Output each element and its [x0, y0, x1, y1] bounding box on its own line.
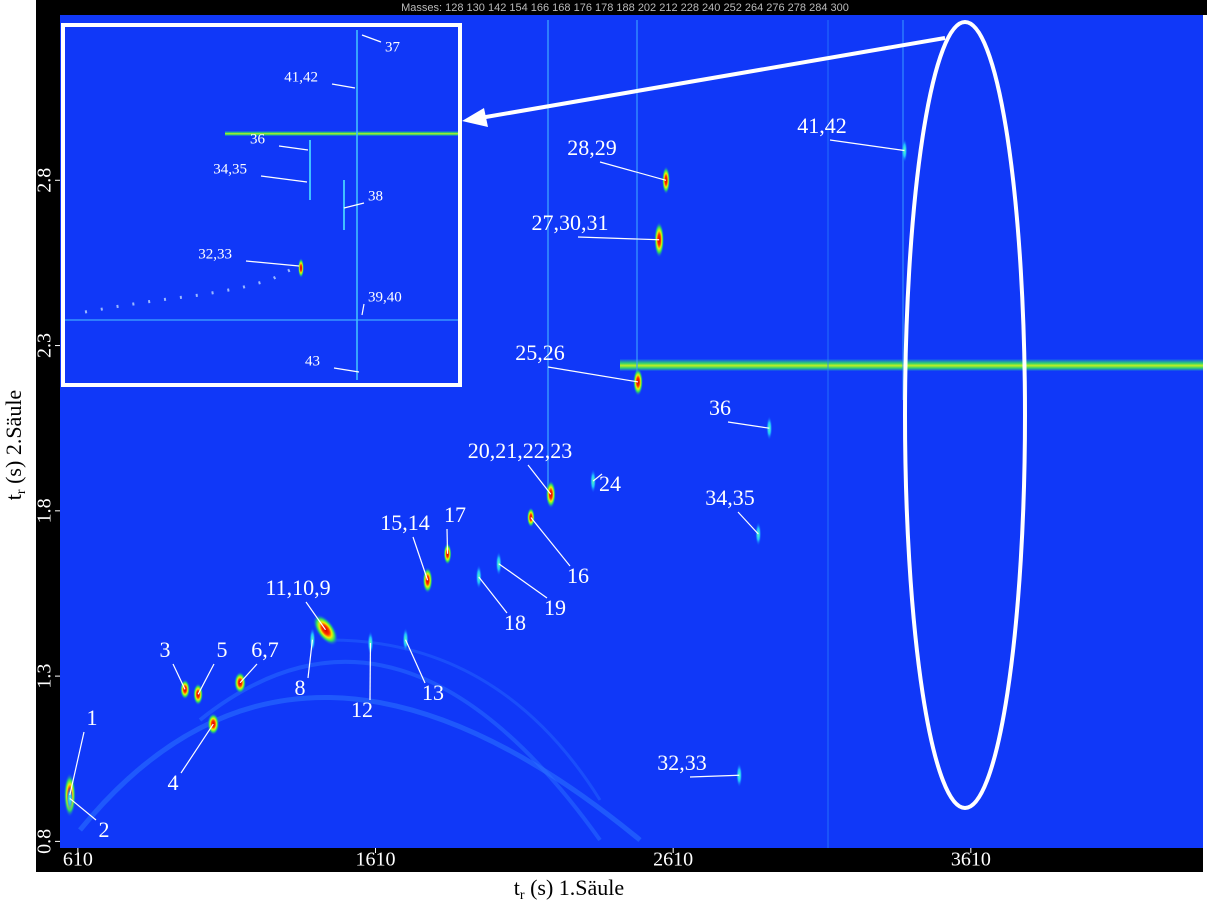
- y-label-part: (s) 2.Säule: [1, 390, 26, 490]
- inset-label: 38: [368, 188, 383, 204]
- peak-label: 18: [504, 610, 526, 635]
- peak-label: 8: [295, 675, 306, 700]
- peak-label: 5: [217, 637, 228, 662]
- peak-label: 2: [99, 817, 110, 842]
- x-label-part: (s) 1.Säule: [525, 875, 625, 900]
- inset-label: 32,33: [198, 246, 232, 262]
- inset-label: 39,40: [368, 289, 402, 305]
- x-axis-label: tr (s) 1.Säule: [514, 875, 624, 903]
- peak-label: 19: [544, 595, 566, 620]
- column-bleed: [620, 359, 1203, 371]
- x-tick-label: 610: [63, 849, 93, 871]
- peak-label: 15,14: [380, 510, 430, 535]
- inset-peak: [298, 258, 304, 278]
- peak-label: 28,29: [567, 135, 617, 160]
- inset-label: 36: [250, 131, 266, 147]
- peak-label: 3: [160, 637, 171, 662]
- inset-frame: [63, 25, 460, 385]
- peak-label: 1: [87, 705, 98, 730]
- peak-label: 20,21,22,23: [468, 438, 573, 463]
- peak-label: 32,33: [657, 750, 707, 775]
- peak-label: 11,10,9: [265, 575, 330, 600]
- peak-label: 16: [567, 563, 589, 588]
- y-tick-label: 2.8: [34, 168, 56, 193]
- y-tick-label: 1.3: [34, 664, 56, 689]
- peak-label: 36: [709, 395, 731, 420]
- y-tick-label: 2.3: [34, 333, 56, 358]
- bottom-strip: [36, 848, 1203, 872]
- peak-label: 6,7: [251, 637, 279, 662]
- peak-label: 17: [444, 502, 466, 527]
- inset-label: 41,42: [284, 69, 318, 85]
- peak-label: 25,26: [515, 340, 565, 365]
- inset-label: 43: [305, 353, 320, 369]
- x-tick-label: 3610: [951, 849, 991, 871]
- inset: [63, 25, 460, 385]
- header: Masses: 128 130 142 154 166 168 176 178 …: [401, 2, 849, 14]
- chart: Masses: 128 130 142 154 166 168 176 178 …: [0, 0, 1207, 913]
- peak-label: 34,35: [705, 485, 755, 510]
- page: {"chart_data": { "type": "gc2d", "header…: [0, 0, 1207, 913]
- peak-label: 24: [599, 471, 621, 496]
- inset-label: 37: [385, 39, 401, 55]
- peak-label: 4: [168, 770, 179, 795]
- inset-label: 34,35: [213, 161, 247, 177]
- y-tick-label: 0.8: [34, 829, 56, 854]
- peak-label: 13: [422, 680, 444, 705]
- x-tick-label: 2610: [653, 849, 693, 871]
- leader-line: [447, 529, 448, 554]
- peak-label: 41,42: [797, 113, 847, 138]
- y-axis-label: tr (s) 2.Säule: [1, 390, 29, 500]
- left-strip: [36, 15, 60, 872]
- peak-label: 27,30,31: [532, 210, 609, 235]
- x-tick-label: 1610: [356, 849, 396, 871]
- peak-label: 12: [351, 697, 373, 722]
- y-tick-label: 1.8: [34, 498, 56, 523]
